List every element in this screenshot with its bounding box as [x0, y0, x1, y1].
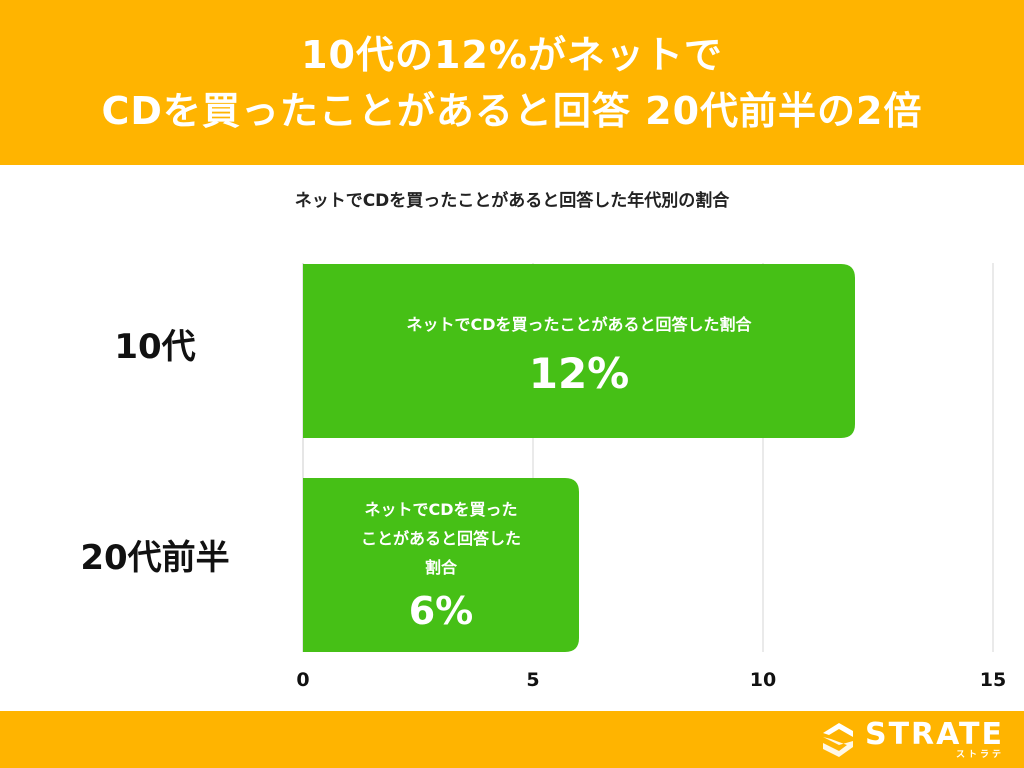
page-title-line-1: 10代の12%がネットで: [301, 32, 723, 77]
bar-caption: ことがあると回答した: [361, 529, 521, 548]
data-label: 12%: [529, 349, 630, 398]
bar-caption: 割合: [425, 558, 458, 577]
title-banner: 10代の12%がネットで CDを買ったことがあると回答 20代前半の2倍: [0, 0, 1024, 165]
data-label: 6%: [409, 589, 474, 633]
bar: [303, 478, 579, 652]
logo-subtext: ストラテ: [955, 750, 1004, 760]
bar-chart: 0 5 10 1510代ネットでCDを買ったことがあると回答した割合12%20代前半ネ…: [80, 263, 1006, 691]
bar: [303, 264, 855, 438]
x-tick-label: 10: [750, 669, 776, 691]
logo-text: STRATE: [864, 717, 1004, 752]
x-tick-label: 0: [296, 669, 309, 691]
category-label: 20代前半: [80, 538, 229, 578]
footer-banner: STRATE ストラテ: [0, 711, 1024, 768]
x-tick-label: 5: [526, 669, 539, 691]
chart-title: ネットでCDを買ったことがあると回答した年代別の割合: [294, 191, 730, 211]
page-title-line-2: CDを買ったことがあると回答 20代前半の2倍: [101, 88, 923, 133]
x-tick-label: 15: [980, 669, 1006, 691]
bar-caption: ネットでCDを買ったことがあると回答した割合: [406, 315, 752, 334]
strate-logo: STRATE ストラテ: [819, 719, 1004, 761]
category-label: 10代: [114, 327, 195, 367]
strate-s-logo-icon: [822, 723, 853, 757]
bar-caption: ネットでCDを買った: [364, 500, 517, 519]
